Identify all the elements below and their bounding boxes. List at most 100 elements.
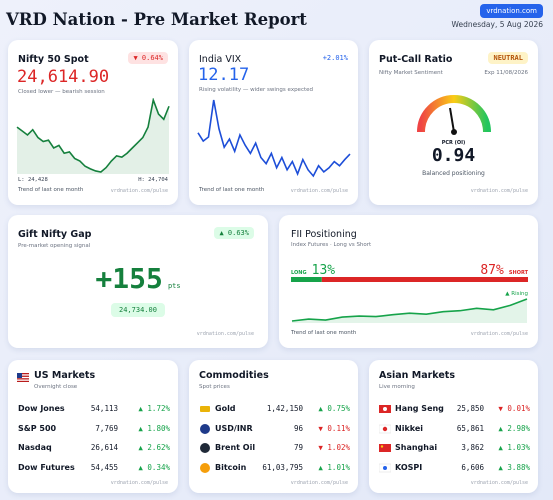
card-title: Put-Call Ratio	[379, 54, 453, 65]
card-title: Nifty 50 Spot	[18, 54, 89, 65]
row-icon	[200, 462, 210, 473]
card-title: Asian Markets	[379, 370, 455, 381]
trend-label: ▲ Rising	[505, 291, 528, 297]
market-change: ▲ 0.34%	[138, 462, 170, 472]
market-row: Brent Oil 79 ▼ 1.02%	[199, 443, 350, 457]
low-value: 24,428	[27, 177, 48, 183]
change: +2.01%	[322, 54, 348, 62]
market-price: 3,862	[461, 443, 484, 452]
high-label: H:	[138, 177, 145, 183]
sparkline	[16, 98, 170, 174]
watermark: vrdnation.com/pulse	[290, 480, 348, 486]
long-value: 13%	[311, 263, 336, 278]
us-card: US Markets Overnight close vrdnation.com…	[8, 360, 178, 493]
market-price: 61,03,795	[262, 462, 303, 472]
market-change: ▲ 3.88%	[498, 462, 530, 472]
market-name: S&P 500	[18, 423, 57, 433]
trend-line	[291, 298, 528, 322]
gap-unit: pts	[167, 282, 181, 290]
subtitle: Overnight close	[34, 384, 78, 390]
market-price: 79	[293, 443, 303, 452]
market-row: Shanghai 3,862 ▲ 1.03%	[379, 443, 530, 457]
market-row: Gold 1,42,150 ▲ 0.75%	[199, 404, 350, 418]
market-change: ▲ 2.62%	[138, 443, 170, 452]
market-price: 25,850	[456, 404, 484, 413]
expiry: Exp 11/08/2026	[484, 70, 528, 76]
market-name: Nasdaq	[18, 443, 52, 452]
market-name: USD/INR	[215, 423, 253, 433]
high-value: 24,704	[148, 177, 168, 183]
sparkline	[291, 298, 528, 323]
watermark: vrdnation.com/pulse	[110, 188, 168, 194]
site-link[interactable]: vrdnation.com	[480, 4, 543, 18]
change-badge: ▲ 0.63%	[214, 227, 254, 239]
card-title: US Markets	[34, 370, 96, 381]
asia-card: Asian Markets Live morning vrdnation.com…	[369, 360, 538, 493]
row-icon	[379, 405, 391, 413]
market-name: Hang Seng	[395, 404, 444, 413]
trend-line	[197, 99, 351, 178]
change-badge: ▼ 0.64%	[128, 52, 168, 64]
row-icon	[200, 443, 210, 453]
gauge-label: PCR (OI)	[441, 140, 466, 146]
row-icon	[379, 424, 391, 433]
market-change: ▼ 0.01%	[498, 404, 530, 413]
short-bar	[321, 277, 528, 282]
value: 24,614.90	[17, 67, 110, 87]
value: 0.94	[431, 145, 476, 166]
trend-line	[16, 98, 170, 173]
note: Rising volatility — wider swings expecte…	[199, 87, 314, 93]
trend-area	[17, 100, 169, 174]
market-row: KOSPI 6,606 ▲ 3.88%	[379, 463, 530, 477]
market-price: 96	[293, 423, 303, 433]
date: Wednesday, 5 Aug 2026	[451, 20, 543, 29]
subtitle: Spot prices	[199, 384, 230, 390]
market-price: 65,861	[456, 423, 484, 433]
row-icon	[200, 423, 210, 434]
watermark: vrdnation.com/pulse	[470, 188, 528, 194]
flag-icon	[17, 373, 29, 382]
card-title: India VIX	[199, 54, 242, 65]
short: 87% SHORT	[480, 259, 528, 278]
gauge-needle	[449, 107, 455, 133]
market-change: ▲ 1.01%	[318, 462, 350, 472]
market-price: 54,455	[90, 462, 118, 472]
value: 12.17	[198, 65, 250, 85]
market-price: 54,113	[90, 404, 118, 413]
gap: +155 pts	[8, 262, 268, 295]
subtitle: Pre-market opening signal	[18, 243, 91, 249]
pcr-card: Put-Call Ratio NEUTRAL Nifty Market Sent…	[369, 40, 538, 205]
row-icon	[200, 406, 210, 412]
market-name: KOSPI	[395, 462, 423, 472]
market-price: 26,614	[90, 443, 118, 452]
long-bar	[291, 277, 322, 282]
market-price: 1,42,150	[266, 404, 303, 413]
gauge-arc	[417, 95, 491, 133]
card-title: FII Positioning	[291, 229, 357, 240]
short-value: 87%	[480, 263, 504, 278]
vix-card: India VIX +2.01% 12.17 Rising volatility…	[189, 40, 358, 205]
gauge-hub	[451, 129, 457, 135]
fii-card: FII Positioning Index Futures · Long vs …	[279, 215, 538, 348]
market-price: 6,606	[461, 462, 484, 472]
low: L: 24,428	[18, 177, 48, 183]
market-name: Gold	[215, 404, 236, 413]
sparkline	[197, 99, 351, 178]
market-row: Hang Seng 25,850 ▼ 0.01%	[379, 404, 530, 418]
market-name: Bitcoin	[215, 462, 247, 472]
subtitle: Live morning	[379, 384, 415, 390]
market-change: ▲ 2.98%	[498, 423, 530, 433]
market-change: ▲ 1.03%	[498, 443, 530, 452]
gap-value: +155	[95, 262, 163, 295]
market-row: Dow Futures 54,455 ▲ 0.34%	[18, 463, 170, 477]
long-label: LONG	[291, 270, 307, 276]
market-name: Shanghai	[395, 443, 438, 452]
market-change: ▲ 1.80%	[138, 423, 170, 433]
nifty-card: Nifty 50 Spot ▼ 0.64% 24,614.90 Closed l…	[8, 40, 178, 205]
low-label: L:	[18, 177, 25, 183]
high: H: 24,704	[138, 177, 168, 183]
page-title: VRD Nation - Pre Market Report	[6, 10, 307, 29]
market-name: Brent Oil	[215, 443, 256, 452]
row-icon	[379, 463, 391, 472]
market-row: Dow Jones 54,113 ▲ 1.72%	[18, 404, 170, 418]
